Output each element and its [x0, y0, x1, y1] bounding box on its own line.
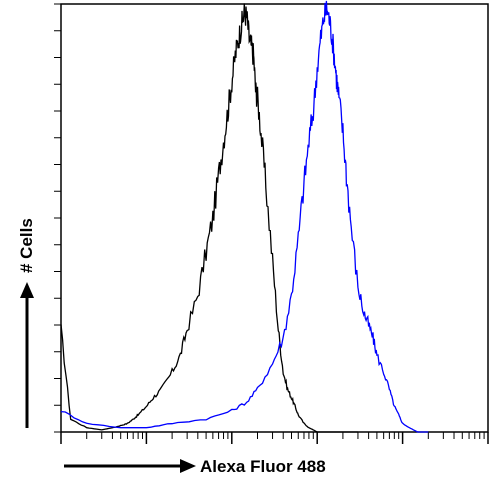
series-line-control: [60, 3, 358, 433]
y-axis-arrow: [20, 282, 34, 428]
series-line-stained: [60, 0, 429, 433]
y-axis-label: # Cells: [17, 218, 36, 273]
x-axis-arrow: [64, 459, 196, 473]
plot-frame: [60, 3, 489, 433]
y-axis-ticks: [54, 3, 61, 433]
x-axis-label: Alexa Fluor 488: [200, 457, 326, 476]
x-axis-ticks: [60, 432, 489, 444]
series-layer: [60, 0, 429, 433]
